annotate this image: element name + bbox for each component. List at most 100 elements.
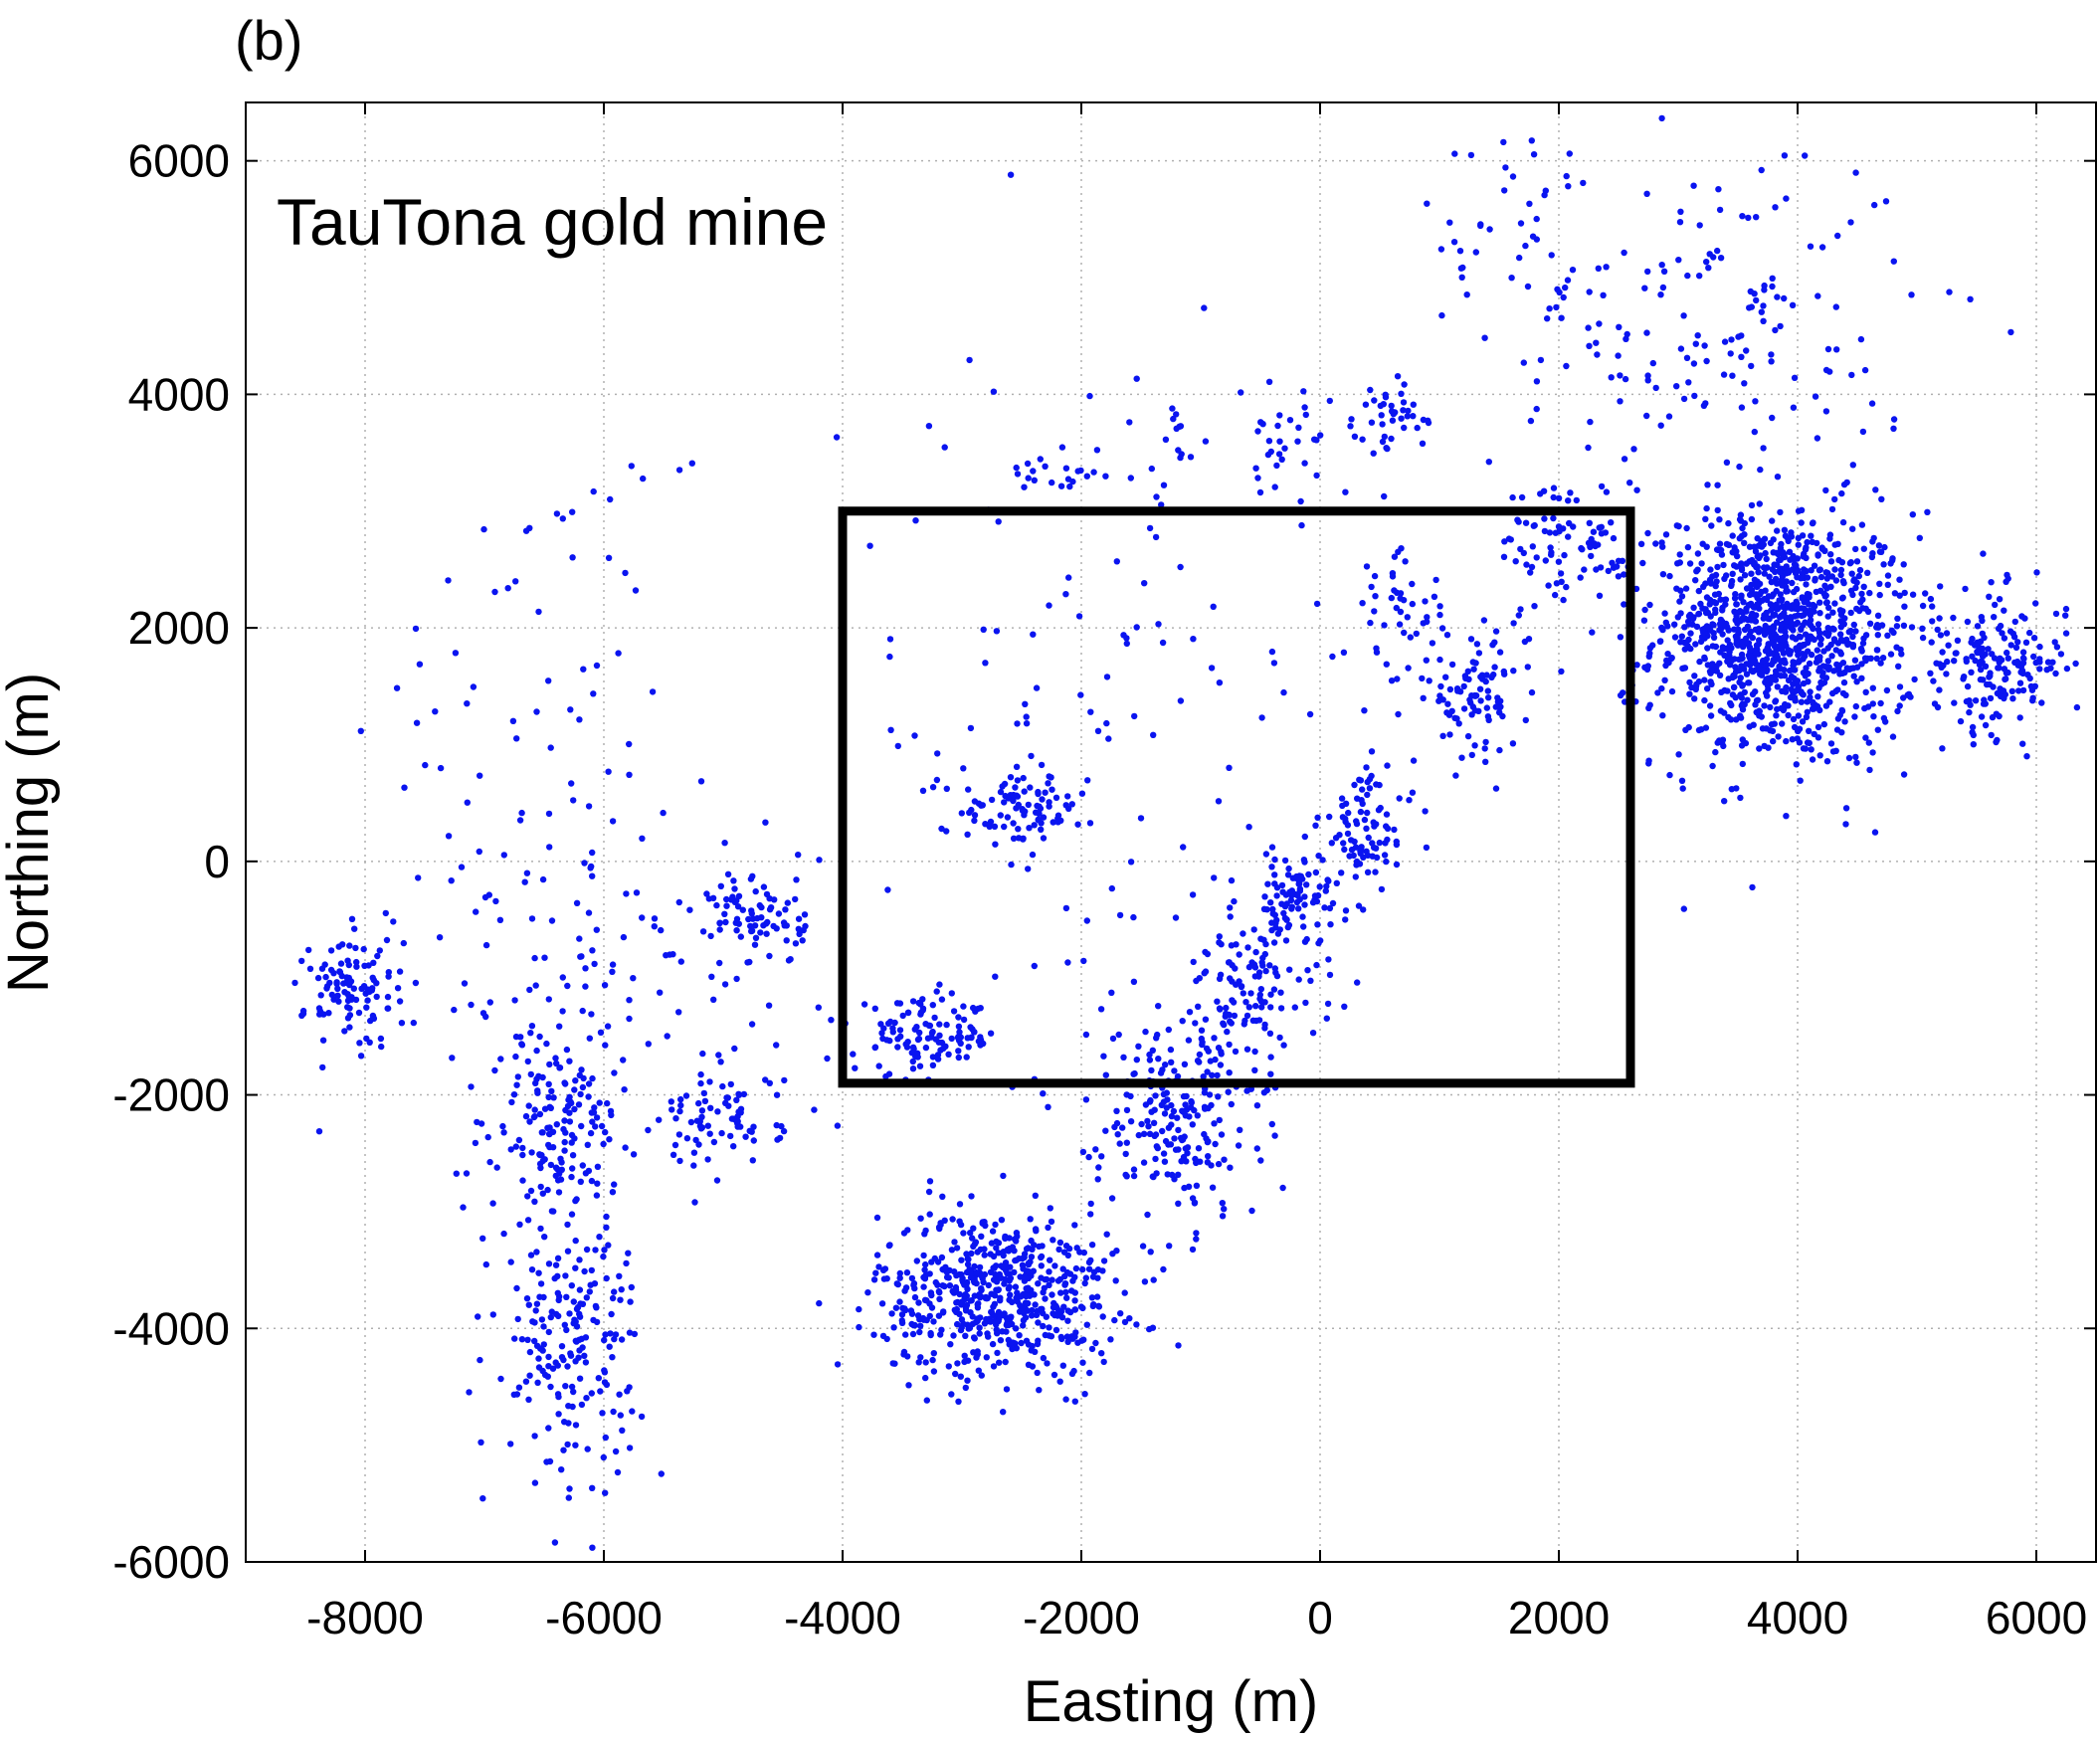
data-point (966, 356, 973, 364)
data-point (569, 554, 576, 561)
data-point (1197, 1158, 1204, 1165)
data-point (1102, 473, 1109, 480)
data-point (1598, 483, 1606, 490)
data-point (601, 1247, 608, 1254)
data-point (1131, 712, 1138, 720)
data-point (1120, 632, 1127, 639)
data-point (1170, 415, 1177, 423)
data-point (1175, 1171, 1182, 1179)
data-point (992, 841, 999, 848)
data-point (582, 965, 589, 972)
data-point (1009, 1244, 1017, 1251)
data-point (691, 1199, 698, 1206)
data-point (1074, 821, 1081, 828)
data-point (1159, 1066, 1166, 1073)
data-point (348, 915, 356, 922)
data-point (1790, 404, 1798, 411)
data-point (1837, 651, 1845, 658)
data-point (961, 1295, 968, 1303)
data-point (1799, 594, 1806, 601)
data-point (1313, 961, 1320, 969)
data-point (1409, 789, 1417, 796)
data-point (735, 1091, 743, 1098)
data-point (1123, 1106, 1131, 1114)
data-point (1880, 714, 1888, 722)
data-point (1869, 550, 1876, 557)
data-point (875, 1263, 882, 1270)
data-point (658, 1470, 665, 1477)
data-point (1747, 646, 1754, 654)
data-point (1022, 1314, 1030, 1321)
data-point (1341, 846, 1348, 854)
data-point (870, 1331, 877, 1338)
data-point (1364, 869, 1372, 875)
data-point (1739, 524, 1746, 532)
data-point (1716, 627, 1723, 634)
data-point (461, 980, 469, 987)
data-point (524, 1336, 531, 1344)
data-point (1858, 590, 1865, 598)
data-point (1529, 543, 1537, 550)
data-point (715, 1052, 722, 1059)
data-point (477, 1439, 484, 1447)
data-point (956, 1201, 964, 1208)
data-point (1858, 675, 1865, 681)
data-point (626, 740, 633, 748)
data-point (1897, 646, 1904, 654)
data-point (888, 1310, 895, 1317)
data-point (929, 1002, 936, 1009)
data-point (1890, 629, 1897, 637)
data-point (1739, 760, 1747, 768)
data-point (1223, 1004, 1230, 1012)
data-point (1477, 697, 1484, 704)
data-point (626, 1445, 634, 1451)
data-point (1062, 591, 1069, 598)
data-point (1266, 962, 1273, 969)
data-point (1086, 820, 1094, 827)
data-point (486, 1158, 493, 1166)
data-point (1779, 636, 1786, 643)
data-point (1185, 1037, 1193, 1044)
data-point (1371, 572, 1379, 580)
data-point (553, 1060, 560, 1067)
data-point (981, 1246, 988, 1253)
data-point (577, 1090, 584, 1098)
data-point (600, 1453, 607, 1461)
data-point (1772, 611, 1779, 619)
data-point (1709, 643, 1717, 650)
data-point (1713, 578, 1720, 585)
data-point (2063, 665, 2071, 673)
data-point (609, 1189, 617, 1196)
data-point (1680, 395, 1688, 403)
data-point (1894, 615, 1901, 622)
data-point (960, 1016, 968, 1024)
data-point (1483, 672, 1490, 678)
data-point (1341, 1003, 1348, 1010)
data-point (1816, 641, 1824, 648)
data-point (1865, 739, 1873, 746)
data-point (1383, 661, 1391, 668)
data-point (2033, 569, 2040, 576)
data-point (1313, 600, 1321, 608)
data-point (1094, 1176, 1101, 1183)
data-point (971, 1262, 978, 1270)
data-point (1039, 796, 1046, 803)
data-point (2038, 699, 2045, 706)
data-point (749, 872, 756, 879)
data-point (1751, 617, 1759, 625)
data-point (1678, 633, 1686, 640)
data-point (982, 1222, 989, 1230)
data-point (1770, 549, 1777, 556)
data-point (1140, 1159, 1148, 1166)
data-point (580, 1074, 587, 1082)
data-point (2029, 697, 2036, 704)
data-point (816, 857, 823, 864)
data-point (1148, 1066, 1155, 1074)
data-point (1357, 808, 1365, 816)
data-point (1761, 702, 1768, 709)
data-point (357, 727, 364, 734)
data-point (1061, 1281, 1068, 1288)
data-point (1671, 634, 1679, 641)
data-point (1054, 1277, 1062, 1284)
data-point (594, 1180, 601, 1187)
